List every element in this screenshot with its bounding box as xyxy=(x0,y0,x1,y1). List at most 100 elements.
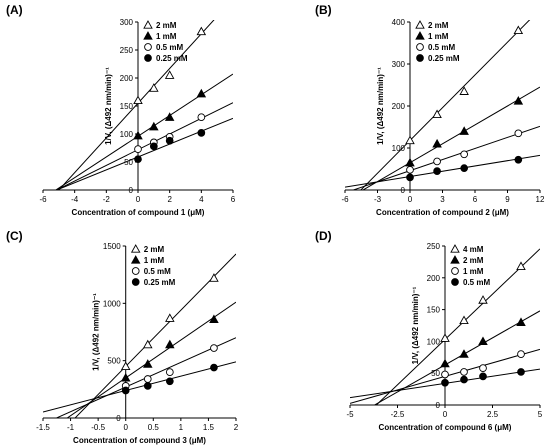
legend-label: 0.5 mM xyxy=(428,43,455,52)
legend-label: 0.25 mM xyxy=(144,278,176,287)
data-point xyxy=(143,359,153,368)
x-tick-label: 6 xyxy=(473,195,478,204)
x-tick-label: 0.5 xyxy=(148,423,160,432)
x-axis-label: Concentration of compound 1 (μM) xyxy=(72,208,205,217)
y-tick-label: 1000 xyxy=(103,299,121,308)
legend-marker xyxy=(130,255,141,264)
legend-label: 2 mM xyxy=(156,21,177,30)
data-point xyxy=(164,112,175,121)
data-point xyxy=(406,173,414,182)
x-tick-label: 2 xyxy=(167,195,172,204)
x-tick-label: 1 xyxy=(179,423,184,432)
data-point xyxy=(210,363,218,372)
data-point xyxy=(164,70,175,79)
legend-marker xyxy=(143,31,153,40)
x-tick-label: 0 xyxy=(136,195,141,204)
data-point xyxy=(120,361,131,371)
y-tick-label: 1500 xyxy=(103,242,121,251)
legend-marker xyxy=(451,278,459,286)
data-point xyxy=(196,26,207,36)
fit-line xyxy=(66,301,236,418)
legend-label: 1 mM xyxy=(156,32,177,41)
legend-marker xyxy=(143,20,153,29)
data-point xyxy=(460,375,468,384)
data-point xyxy=(459,126,469,135)
x-tick-label: -1.5 xyxy=(36,423,50,432)
y-tick-label: 400 xyxy=(392,18,406,27)
legend-label: 0.5 mM xyxy=(463,278,490,287)
panel-label: (D) xyxy=(315,229,332,243)
data-point xyxy=(516,317,526,326)
data-point xyxy=(149,142,158,151)
x-tick-label: 0 xyxy=(408,195,413,204)
x-tick-label: 3 xyxy=(440,195,445,204)
data-point xyxy=(459,315,469,325)
fit-line xyxy=(362,86,540,190)
data-point xyxy=(143,382,152,390)
y-tick-label: 200 xyxy=(120,74,134,83)
data-point xyxy=(210,344,218,352)
y-tick-label: 0 xyxy=(436,401,441,410)
legend-marker xyxy=(415,31,425,40)
data-point xyxy=(120,372,131,382)
x-tick-label: -6 xyxy=(341,195,349,204)
data-point xyxy=(478,295,488,304)
legend-marker xyxy=(450,244,460,253)
x-tick-label: 12 xyxy=(536,195,545,204)
y-tick-label: 250 xyxy=(120,46,134,55)
fit-line xyxy=(345,154,540,188)
x-tick-label: 5 xyxy=(538,410,543,419)
data-point xyxy=(165,368,174,376)
legend-label: 0.5 mM xyxy=(144,267,171,276)
x-tick-label: -4 xyxy=(71,195,79,204)
legend-label: 0.5 mM xyxy=(156,43,183,52)
y-tick-label: 50 xyxy=(124,158,133,167)
fit-line xyxy=(55,337,236,418)
y-tick-label: 50 xyxy=(431,369,440,378)
y-tick-label: 100 xyxy=(120,130,134,139)
legend-label: 1 mM xyxy=(428,32,449,41)
y-tick-label: 200 xyxy=(427,274,441,283)
data-point xyxy=(121,386,130,395)
x-axis-label: Concentration of compound 3 (μM) xyxy=(73,436,206,445)
panel-label: (C) xyxy=(6,229,23,243)
legend-marker xyxy=(416,54,424,62)
y-tick-label: 100 xyxy=(392,144,406,153)
x-tick-label: 6 xyxy=(231,195,236,204)
data-point xyxy=(516,261,526,271)
data-point xyxy=(165,136,174,145)
legend-marker xyxy=(131,267,140,275)
data-point xyxy=(440,358,450,368)
x-tick-label: -3 xyxy=(374,195,382,204)
legend-label: 2 mM xyxy=(463,256,484,265)
data-point xyxy=(517,350,525,358)
data-point xyxy=(514,129,523,138)
panel-2: (B) -6 -3 0 3 6 9 12 0 100 200 300 400 Concentration … xyxy=(315,3,545,217)
legend-marker xyxy=(415,20,425,29)
data-point xyxy=(165,313,175,322)
data-point xyxy=(441,378,449,387)
data-point xyxy=(405,135,415,145)
data-point xyxy=(133,130,143,140)
legend: 2 mM 1 mM 0.5 mM 0.25 mM xyxy=(130,244,176,287)
data-point xyxy=(432,138,442,148)
data-point xyxy=(405,157,415,167)
data-point xyxy=(513,96,524,105)
legend-marker xyxy=(144,43,152,51)
y-axis-label: 1/V, (Δ492 nm/min)⁻¹ xyxy=(376,67,385,145)
y-tick-label: 0 xyxy=(116,414,121,423)
y-tick-label: 150 xyxy=(120,102,134,111)
x-tick-label: 2 xyxy=(234,423,239,432)
data-point xyxy=(432,109,442,119)
legend-label: 1 mM xyxy=(144,256,165,265)
fit-line xyxy=(43,361,236,413)
data-point xyxy=(134,145,142,153)
fit-line xyxy=(74,253,236,418)
data-point xyxy=(478,336,488,346)
data-point xyxy=(143,375,152,383)
x-tick-label: -2.5 xyxy=(391,410,405,419)
data-point xyxy=(196,88,207,98)
data-point xyxy=(165,339,175,349)
y-tick-label: 250 xyxy=(427,242,441,251)
